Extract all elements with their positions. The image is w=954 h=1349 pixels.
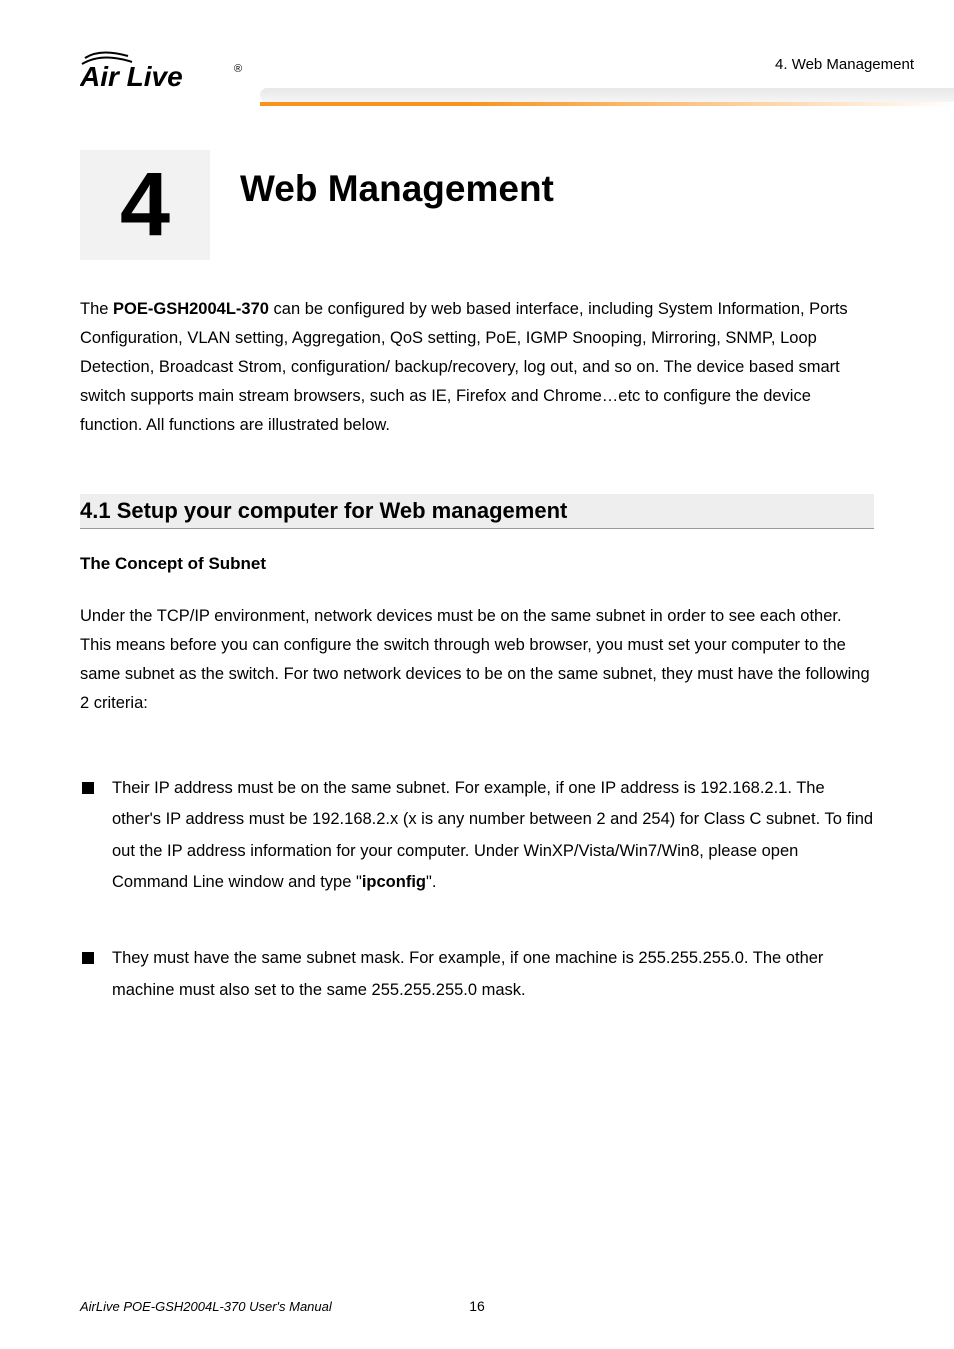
page-number: 16 [469,1298,485,1314]
bullet-post: ". [426,873,436,891]
chapter-header: 4 Web Management [80,150,874,260]
header-breadcrumb: 4. Web Management [775,56,914,73]
svg-text:®: ® [234,63,242,75]
intro-prefix: The [80,300,113,318]
section-paragraph: Under the TCP/IP environment, network de… [80,602,874,718]
svg-text:Air Live: Air Live [80,61,183,92]
bullet-text: They must have the same subnet mask. For… [112,943,874,1006]
bullet-bold: ipconfig [362,873,426,891]
intro-product-name: POE-GSH2004L-370 [113,300,269,318]
airlive-logo: Air Live ® [80,48,250,92]
header-divider-gray [260,88,954,102]
page-content: 4 Web Management The POE-GSH2004L-370 ca… [0,120,954,1006]
bullet-pre: Their IP address must be on the same sub… [112,779,873,891]
chapter-number: 4 [120,154,170,257]
section-heading: 4.1 Setup your computer for Web manageme… [80,494,874,529]
footer-product: AirLive POE-GSH2004L-370 User's Manual [80,1299,332,1314]
chapter-number-box: 4 [80,150,210,260]
intro-rest: can be configured by web based interface… [80,300,848,434]
square-bullet-icon [82,952,94,964]
intro-paragraph: The POE-GSH2004L-370 can be configured b… [80,295,874,439]
bullet-item: They must have the same subnet mask. For… [80,943,874,1006]
section-subheading: The Concept of Subnet [80,554,874,574]
bullet-item: Their IP address must be on the same sub… [80,773,874,898]
square-bullet-icon [82,782,94,794]
header-divider-orange [260,102,954,106]
bullet-text: Their IP address must be on the same sub… [112,773,874,898]
bullet-pre: They must have the same subnet mask. For… [112,949,823,998]
chapter-title: Web Management [240,168,554,210]
page-header: Air Live ® 4. Web Management [0,0,954,120]
